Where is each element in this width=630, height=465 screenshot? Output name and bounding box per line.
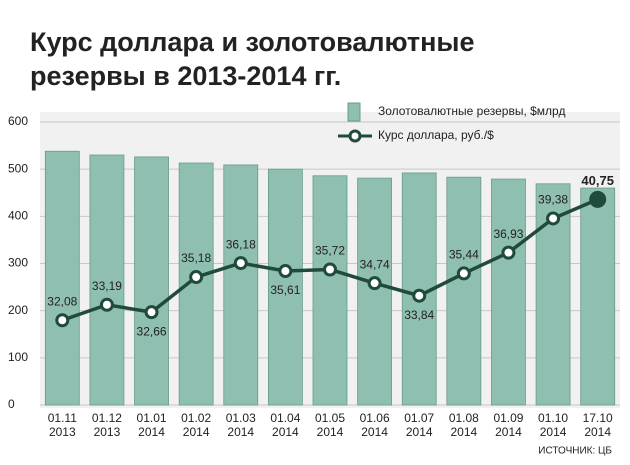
data-label: 32,08	[47, 294, 77, 308]
y-tick-label: 500	[8, 161, 28, 175]
bar	[312, 175, 348, 406]
bar	[89, 154, 125, 406]
bar	[134, 156, 169, 406]
x-tick-label: 01.05	[315, 411, 345, 425]
x-tick-label: 01.04	[270, 411, 300, 425]
data-label: 40,75	[581, 173, 614, 188]
line-marker	[278, 264, 293, 279]
source: ИСТОЧНИК: ЦБ	[538, 446, 612, 457]
bar	[357, 177, 393, 406]
y-tick-label: 300	[8, 256, 28, 270]
legend-marker	[348, 129, 362, 143]
line-marker	[589, 190, 607, 208]
chart-title: резервы в 2013-2014 гг.	[30, 61, 341, 91]
x-tick-label: 2014	[272, 425, 299, 439]
line-marker	[367, 276, 382, 291]
legend-label: Золотовалютные резервы, $млрд	[378, 104, 565, 118]
x-tick-label: 01.06	[360, 411, 390, 425]
line-marker	[323, 262, 337, 277]
bar	[44, 150, 80, 406]
x-tick-label: 2014	[406, 425, 433, 439]
x-tick-label: 2014	[450, 425, 477, 439]
y-tick-label: 600	[8, 114, 28, 128]
chart-title: Курс доллара и золотовалютные	[30, 27, 475, 57]
x-tick-label: 01.12	[92, 411, 122, 425]
line-marker	[144, 305, 159, 320]
bar	[446, 176, 482, 406]
x-tick-label: 01.07	[404, 411, 434, 425]
x-tick-label: 17.10	[583, 411, 613, 425]
x-tick-label: 01.10	[538, 411, 568, 425]
x-tick-label: 2014	[317, 425, 344, 439]
x-tick-label: 2013	[49, 425, 76, 439]
x-tick-label: 2014	[183, 425, 210, 439]
x-tick-label: 01.08	[449, 411, 479, 425]
x-tick-label: 01.02	[181, 411, 211, 425]
x-tick-label: 2014	[540, 425, 567, 439]
data-label: 35,72	[315, 244, 345, 258]
x-tick-label: 2014	[138, 425, 165, 439]
data-label: 32,66	[137, 324, 167, 338]
x-tick-label: 01.11	[48, 411, 77, 425]
data-label: 35,61	[270, 283, 300, 297]
bar	[267, 168, 303, 406]
bar	[491, 178, 526, 406]
data-label: 33,19	[92, 279, 122, 293]
legend-label: Курс доллара, руб./$	[378, 128, 494, 142]
x-tick-label: 01.03	[226, 411, 256, 425]
legend-swatch	[347, 102, 361, 122]
data-label: 35,44	[449, 248, 479, 262]
line-marker	[99, 297, 114, 312]
bar	[580, 187, 616, 406]
x-tick-label: 2014	[227, 425, 254, 439]
data-label: 36,93	[493, 227, 523, 241]
y-tick-label: 200	[8, 303, 28, 317]
bar	[223, 164, 259, 406]
data-label: 36,18	[226, 237, 256, 251]
data-label: 33,84	[404, 308, 434, 322]
y-tick-label: 400	[8, 209, 28, 223]
x-tick-label: 01.09	[493, 411, 523, 425]
x-tick-label: 2014	[495, 425, 522, 439]
x-tick-label: 01.01	[137, 411, 167, 425]
x-tick-label: 2013	[94, 425, 121, 439]
x-tick-label: 2014	[584, 425, 611, 439]
data-label: 35,18	[181, 251, 211, 265]
data-label: 39,38	[538, 193, 568, 207]
line-marker	[189, 270, 204, 285]
x-tick-label: 2014	[361, 425, 388, 439]
line-marker	[412, 288, 427, 303]
line-marker	[456, 266, 471, 281]
line-marker	[546, 211, 561, 226]
y-tick-label: 0	[8, 397, 15, 411]
y-tick-label: 100	[8, 350, 28, 364]
data-label: 34,74	[360, 257, 390, 271]
line-marker	[55, 313, 70, 328]
line-marker	[233, 256, 248, 271]
line-marker	[501, 245, 516, 260]
